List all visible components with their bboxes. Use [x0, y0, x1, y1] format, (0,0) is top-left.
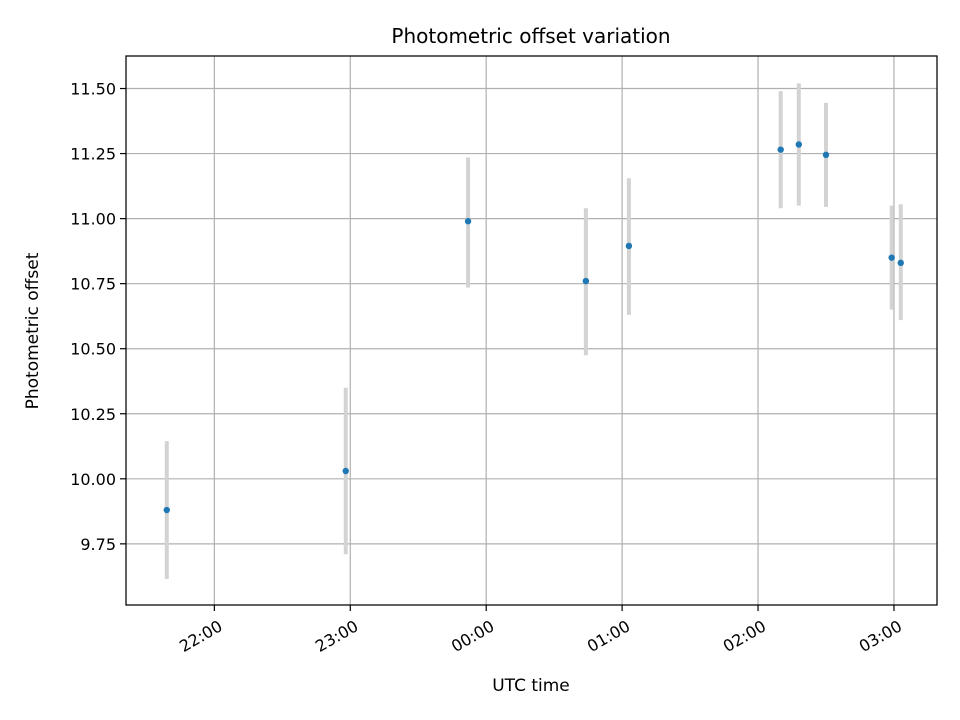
y-tick-label: 11.25	[70, 145, 116, 164]
data-point	[464, 218, 472, 225]
data-point	[888, 254, 895, 261]
chart-title: Photometric offset variation	[391, 24, 670, 48]
x-tick-label: 03:00	[856, 616, 905, 656]
data-point	[582, 277, 590, 285]
data-point	[795, 141, 803, 148]
data-point	[777, 146, 784, 153]
data-point	[822, 151, 830, 159]
data-point	[625, 242, 633, 250]
x-tick-label: 22:00	[176, 616, 225, 656]
plot-frame	[125, 55, 938, 606]
x-axis-label: UTC time	[492, 676, 570, 696]
error-bars	[164, 83, 903, 579]
data-point	[897, 259, 904, 267]
y-tick-label: 9.75	[80, 535, 116, 554]
x-tick-label: 23:00	[312, 616, 361, 656]
y-axis-label: Photometric offset	[23, 252, 43, 409]
data-point	[163, 506, 170, 514]
y-tick-label: 10.00	[70, 470, 116, 489]
x-tick-label: 02:00	[720, 616, 769, 656]
data-point	[342, 467, 349, 475]
y-tick-label: 11.50	[70, 80, 116, 99]
x-tick-label: 00:00	[448, 616, 497, 656]
x-axis-ticks: 22:00 23:00 00:00 01:00 02:00 03:00	[176, 605, 905, 656]
y-axis-ticks: 9.75 10.00 10.25 10.50 10.75 11.00 11.25 11.50	[70, 80, 126, 554]
x-tick-label: 01:00	[584, 616, 633, 656]
y-tick-label: 10.75	[70, 275, 116, 294]
y-tick-label: 10.50	[70, 340, 116, 359]
grid	[126, 56, 937, 605]
data-points	[163, 141, 904, 514]
y-tick-label: 10.25	[70, 405, 116, 424]
y-tick-label: 11.00	[70, 210, 116, 229]
